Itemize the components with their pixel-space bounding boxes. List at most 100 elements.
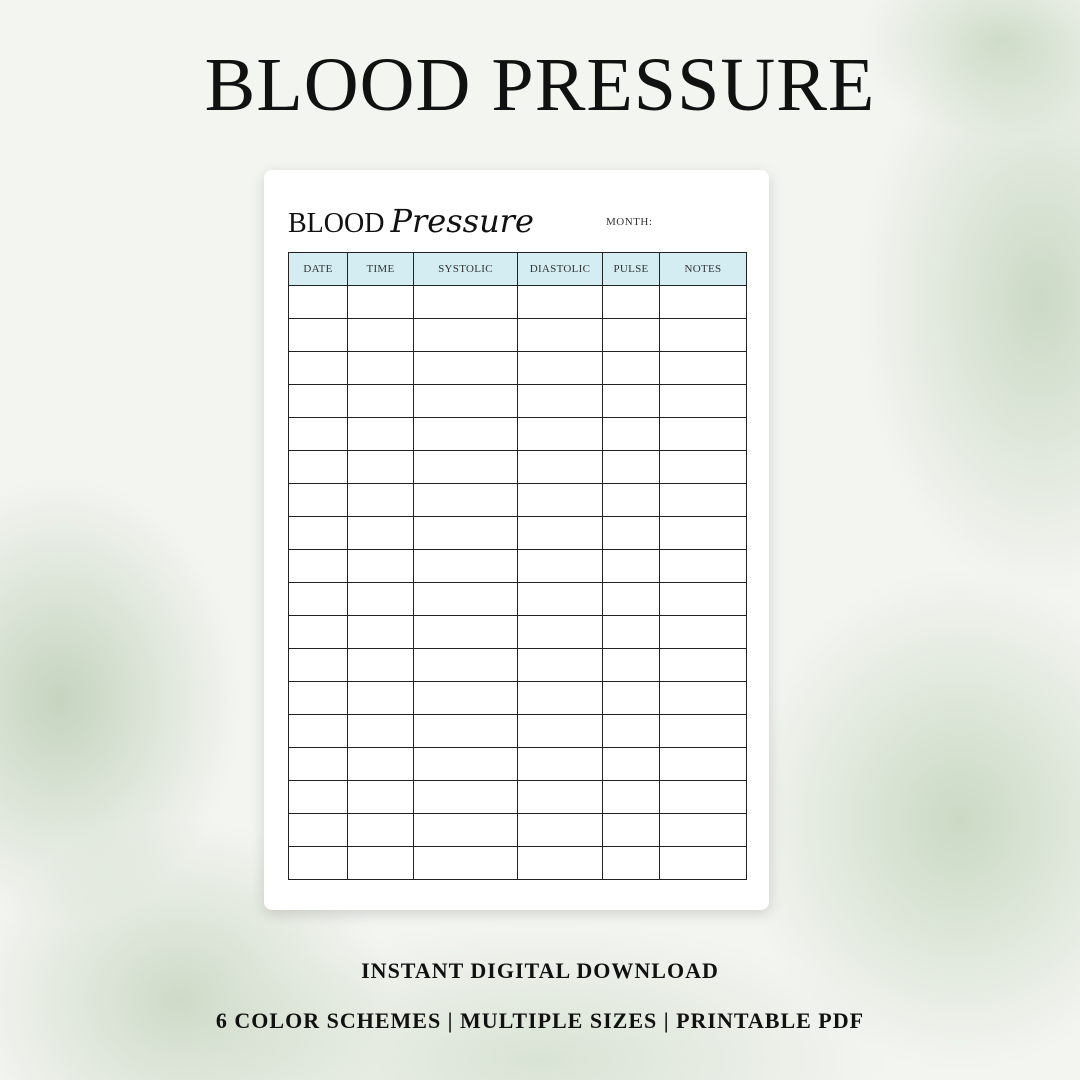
table-cell: [602, 483, 660, 517]
table-cell: [413, 582, 518, 616]
table-cell: [413, 681, 518, 715]
table-cell: [517, 318, 603, 352]
sheet-title-script: Pressure: [390, 202, 534, 240]
table-cell: [602, 747, 660, 781]
table-cell: [347, 846, 414, 880]
table-cell: [517, 483, 603, 517]
table-cell: [288, 648, 348, 682]
table-cell: [517, 549, 603, 583]
table-cell: [347, 615, 414, 649]
table-cell: [413, 483, 518, 517]
table-row: [288, 450, 747, 484]
table-cell: [347, 351, 414, 385]
table-cell: [517, 648, 603, 682]
table-cell: [288, 714, 348, 748]
table-cell: [288, 516, 348, 550]
table-cell: [659, 747, 747, 781]
table-cell: [288, 780, 348, 814]
col-time: TIME: [347, 252, 414, 286]
table-cell: [602, 813, 660, 847]
table-cell: [602, 846, 660, 880]
table-cell: [413, 516, 518, 550]
headline: BLOOD PRESSURE: [204, 43, 876, 127]
table-cell: [602, 714, 660, 748]
table-row: [288, 318, 747, 352]
table-cell: [602, 516, 660, 550]
table-cell: [517, 417, 603, 451]
table-row: [288, 615, 747, 649]
table-cell: [517, 747, 603, 781]
table-cell: [517, 846, 603, 880]
table-cell: [347, 483, 414, 517]
table-cell: [659, 846, 747, 880]
table-cell: [659, 714, 747, 748]
table-cell: [288, 813, 348, 847]
table-cell: [602, 285, 660, 319]
table-cell: [347, 582, 414, 616]
table-row: [288, 516, 747, 550]
table-cell: [602, 318, 660, 352]
table-cell: [347, 450, 414, 484]
table-cell: [413, 747, 518, 781]
table-cell: [347, 648, 414, 682]
table-cell: [659, 318, 747, 352]
footer-line-2: 6 COLOR SCHEMES | MULTIPLE SIZES | PRINT…: [215, 1008, 865, 1033]
table-cell: [602, 417, 660, 451]
month-label: MONTH:: [606, 216, 653, 228]
table-cell: [517, 351, 603, 385]
table-header-row: DATE TIME SYSTOLIC DIASTOLIC PULSE NOTES: [288, 252, 747, 286]
table-cell: [413, 714, 518, 748]
table-cell: [288, 681, 348, 715]
table-cell: [659, 813, 747, 847]
table-cell: [602, 582, 660, 616]
sheet-title: BLOOD Pressure: [288, 202, 534, 240]
table-row: [288, 351, 747, 385]
table-cell: [413, 846, 518, 880]
table-row: [288, 384, 747, 418]
table-row: [288, 582, 747, 616]
table-cell: [659, 417, 747, 451]
table-row: [288, 747, 747, 781]
table-row: [288, 417, 747, 451]
table-cell: [288, 417, 348, 451]
table-cell: [288, 615, 348, 649]
col-pulse: PULSE: [602, 252, 660, 286]
col-notes: NOTES: [659, 252, 747, 286]
table-cell: [413, 450, 518, 484]
table-cell: [659, 615, 747, 649]
table-cell: [413, 813, 518, 847]
table-cell: [347, 417, 414, 451]
table-cell: [347, 780, 414, 814]
table-cell: [659, 285, 747, 319]
table-cell: [659, 681, 747, 715]
table-cell: [413, 417, 518, 451]
table-row: [288, 549, 747, 583]
table-cell: [288, 846, 348, 880]
table-cell: [413, 615, 518, 649]
table-cell: [413, 648, 518, 682]
table-cell: [659, 516, 747, 550]
table-cell: [602, 549, 660, 583]
table-cell: [517, 450, 603, 484]
table-cell: [288, 384, 348, 418]
table-cell: [517, 714, 603, 748]
table-cell: [413, 351, 518, 385]
table-cell: [288, 450, 348, 484]
table-cell: [659, 483, 747, 517]
table-cell: [288, 549, 348, 583]
table-row: [288, 285, 747, 319]
table-cell: [288, 582, 348, 616]
table-cell: [602, 351, 660, 385]
col-date: DATE: [288, 252, 348, 286]
footer-line-1: INSTANT DIGITAL DOWNLOAD: [361, 958, 719, 983]
table-cell: [347, 384, 414, 418]
table-cell: [347, 681, 414, 715]
table-cell: [288, 318, 348, 352]
table-cell: [517, 813, 603, 847]
table-cell: [517, 615, 603, 649]
col-systolic: SYSTOLIC: [413, 252, 518, 286]
table-cell: [602, 450, 660, 484]
table-cell: [602, 681, 660, 715]
table-cell: [602, 780, 660, 814]
table-cell: [347, 516, 414, 550]
